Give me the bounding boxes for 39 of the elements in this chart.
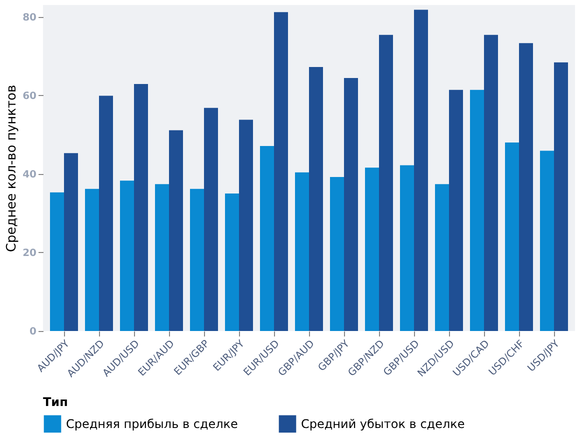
bar xyxy=(519,43,533,331)
bar xyxy=(414,10,428,331)
bar xyxy=(204,108,218,331)
y-tick-label: 0 xyxy=(30,326,37,338)
y-tick-label: 20 xyxy=(22,248,37,259)
bar xyxy=(120,180,134,331)
bar xyxy=(274,12,288,331)
bar xyxy=(155,184,169,331)
bar xyxy=(435,184,449,331)
legend-label: Средний убыток в сделке xyxy=(301,416,465,431)
bar xyxy=(50,192,64,331)
bar xyxy=(400,165,414,331)
bar xyxy=(379,34,393,331)
legend-label: Средняя прибыль в сделке xyxy=(66,416,238,431)
bar xyxy=(309,67,323,331)
bar xyxy=(484,34,498,331)
bar xyxy=(134,84,148,331)
bar xyxy=(225,194,239,331)
bar xyxy=(470,90,484,331)
legend-title: Тип xyxy=(43,395,68,409)
bar xyxy=(344,78,358,331)
y-tick-label: 80 xyxy=(22,12,37,24)
bar xyxy=(239,120,253,331)
bar xyxy=(554,62,568,331)
bar xyxy=(99,96,113,331)
bar xyxy=(330,177,344,331)
y-tick-label: 60 xyxy=(22,90,37,102)
bar xyxy=(169,130,183,331)
y-tick-label: 40 xyxy=(22,169,37,180)
bar xyxy=(365,168,379,331)
bar xyxy=(260,146,274,331)
bar xyxy=(85,188,99,331)
y-axis-title: Среднее кол-во пунктов xyxy=(4,84,20,252)
bar xyxy=(295,172,309,331)
bar xyxy=(505,142,519,331)
bar xyxy=(190,188,204,331)
bar xyxy=(449,90,463,331)
bar xyxy=(540,150,554,331)
bar xyxy=(64,153,78,331)
